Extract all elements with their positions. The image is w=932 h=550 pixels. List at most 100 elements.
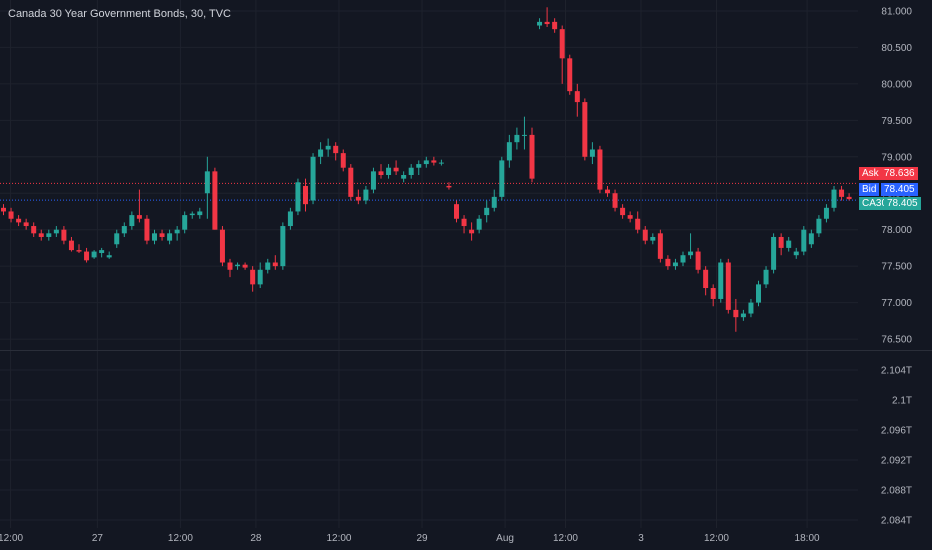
- candle: [423, 156, 429, 168]
- candle-body: [250, 269, 256, 285]
- candle: [212, 167, 218, 230]
- volume-tick-label: 2.096T: [881, 426, 912, 437]
- candle-body: [537, 21, 543, 26]
- price-tick-label: 79.000: [881, 152, 912, 163]
- candle: [106, 251, 112, 259]
- candle-body: [680, 255, 686, 263]
- candle-body: [287, 211, 293, 227]
- candle: [559, 25, 565, 84]
- candle-body: [114, 233, 120, 245]
- candle: [514, 127, 520, 150]
- candle-body: [23, 222, 29, 227]
- candle-body: [61, 229, 67, 241]
- candle: [597, 145, 603, 194]
- candle-body: [733, 309, 739, 318]
- candle-body: [499, 160, 505, 197]
- candle: [499, 156, 505, 201]
- candles: [1, 7, 852, 332]
- candle-body: [748, 302, 754, 314]
- candle: [16, 215, 22, 227]
- price-tag-value: 78.405: [881, 183, 918, 196]
- candle-body: [121, 226, 127, 234]
- candle-body: [68, 240, 74, 251]
- candle: [408, 164, 414, 179]
- candle-body: [416, 164, 422, 168]
- price-tag-label: Ask: [859, 167, 882, 180]
- candle-body: [589, 149, 595, 157]
- candle: [665, 255, 671, 270]
- quote-lines: [0, 182, 858, 201]
- candle: [182, 211, 188, 234]
- candle: [91, 250, 97, 259]
- candle: [257, 262, 263, 289]
- candle: [121, 222, 127, 237]
- candle: [650, 233, 656, 245]
- candle: [816, 215, 822, 237]
- candle-body: [386, 167, 392, 175]
- candle: [325, 138, 331, 157]
- time-tick-label: Aug: [496, 533, 514, 544]
- candle: [340, 149, 346, 172]
- candle: [552, 18, 558, 33]
- candle: [393, 160, 399, 175]
- candle-body: [38, 233, 44, 237]
- candle-body: [167, 233, 173, 241]
- candle-body: [710, 288, 716, 299]
- candle: [748, 298, 754, 318]
- candle-body: [597, 149, 603, 190]
- candle-body: [665, 258, 671, 267]
- candle: [416, 160, 422, 175]
- candle: [355, 189, 361, 205]
- candle: [469, 222, 475, 241]
- volume-tick-label: 2.088T: [881, 486, 912, 497]
- candle-body: [454, 204, 459, 219]
- price-tag-label: CA30: [859, 197, 891, 210]
- candle-body: [219, 229, 225, 263]
- candle-body: [672, 262, 678, 267]
- candle: [152, 229, 157, 245]
- candle: [348, 164, 354, 201]
- candle-body: [136, 215, 142, 219]
- candle-body: [816, 218, 822, 234]
- candle-body: [295, 182, 301, 212]
- candle: [612, 189, 618, 212]
- price-tag-value: 78.405: [884, 197, 921, 210]
- candle-body: [325, 145, 331, 150]
- candle-body: [197, 211, 203, 216]
- candle-body: [559, 29, 565, 59]
- candle-body: [46, 233, 52, 237]
- candle: [197, 207, 203, 219]
- candle: [189, 211, 195, 219]
- candle-body: [771, 236, 777, 270]
- candle-body: [318, 149, 324, 157]
- candle-body: [378, 171, 384, 175]
- candle: [8, 207, 14, 223]
- candle-body: [348, 167, 354, 197]
- candle-body: [242, 264, 248, 268]
- time-tick-label: 18:00: [795, 533, 820, 544]
- time-axis[interactable]: 12:00 27 12:00 28 12:00 29 Aug 12:00 3 12:00 18:00: [0, 533, 820, 544]
- candle-body: [303, 185, 308, 205]
- candle-body: [84, 251, 90, 261]
- candle: [771, 233, 777, 274]
- candle-body: [574, 91, 580, 103]
- candle-body: [31, 226, 37, 234]
- candle-body: [642, 229, 648, 241]
- volume-axis[interactable]: 2.104T 2.1T 2.096T 2.092T 2.088T 2.084T: [881, 366, 912, 527]
- candle-body: [446, 185, 452, 188]
- candle: [84, 247, 90, 263]
- candle-body: [8, 211, 14, 219]
- candle: [484, 200, 490, 223]
- candle-body: [393, 167, 399, 172]
- candle: [733, 298, 739, 332]
- candle: [740, 309, 746, 321]
- candle-body: [431, 160, 437, 163]
- candle-body: [718, 262, 724, 299]
- candle-body: [582, 102, 588, 157]
- time-tick-label: 28: [250, 533, 262, 544]
- candle-body: [695, 251, 701, 270]
- price-tick-label: 79.500: [881, 116, 912, 127]
- candle-body: [491, 196, 497, 208]
- candle: [431, 156, 437, 166]
